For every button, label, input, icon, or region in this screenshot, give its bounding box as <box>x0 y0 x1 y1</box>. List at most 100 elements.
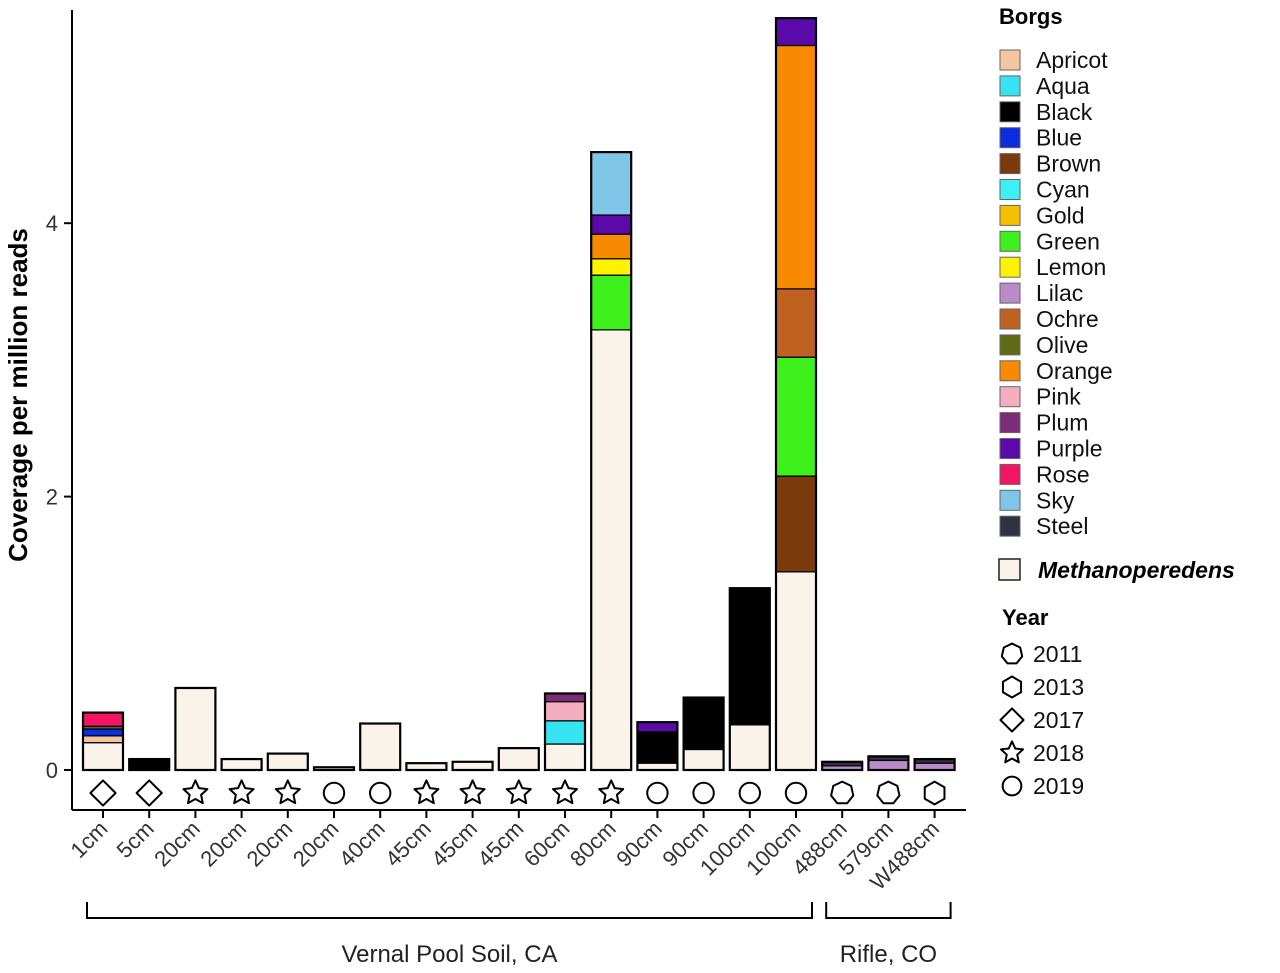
legend-swatch-rose <box>999 463 1021 485</box>
bar-segment-aqua-10 <box>544 720 586 745</box>
bar-segment-green-11 <box>590 274 632 331</box>
legend-swatch-green <box>999 230 1021 252</box>
bar-outline-9 <box>497 747 540 772</box>
bars-layer <box>81 17 956 772</box>
y-axis-label: Coverage per million reads <box>3 228 33 562</box>
year-marker-0 <box>89 779 117 807</box>
x-tick-label-6: 40cm <box>334 816 390 872</box>
bar-segment-methanoperedens-2 <box>174 687 216 771</box>
x-tick-label-9: 45cm <box>473 816 529 872</box>
legend-label-purple: Purple <box>1036 436 1102 462</box>
bar-segment-brown-15 <box>775 475 817 573</box>
bar-outline-1 <box>128 757 171 772</box>
bar-segment-methanoperedens-15 <box>775 571 817 771</box>
bar-outline-0 <box>81 711 125 772</box>
bar-outline-7 <box>405 762 448 772</box>
bar-segment-ochre-15 <box>775 288 817 358</box>
bar-outline-15 <box>774 17 818 772</box>
year-marker-16 <box>830 780 855 805</box>
group-bracket-1 <box>825 902 952 919</box>
bar-outline-6 <box>359 722 402 772</box>
legend-swatch-blue <box>999 127 1021 149</box>
group-brackets: Vernal Pool Soil, CA Rifle, CO <box>86 902 952 968</box>
bar-segment-black-14 <box>729 587 771 726</box>
legend-swatch-brown <box>999 153 1021 175</box>
bar-segment-purple-15 <box>775 17 817 47</box>
legend-label-cyan: Cyan <box>1036 177 1090 203</box>
y-tick-label-2: 2 <box>46 485 58 510</box>
bar-outline-18 <box>913 757 956 772</box>
legend-label-methanoperedens: Methanoperedens <box>1038 557 1235 583</box>
legend: Borgs ApricotAquaBlackBlueBrownCyanGoldGr… <box>998 4 1235 799</box>
legend-label-orange: Orange <box>1036 358 1113 384</box>
year-marker-13 <box>692 781 715 805</box>
bar-outline-13 <box>682 696 725 772</box>
year-markers <box>89 779 946 807</box>
legend-swatch-black <box>999 101 1021 123</box>
legend-swatch-gold <box>999 204 1021 226</box>
year-marker-15 <box>784 781 808 805</box>
x-tick-label-7: 45cm <box>380 816 436 872</box>
bar-outline-10 <box>543 692 587 772</box>
bar-segment-plum-10 <box>544 692 586 703</box>
legend-swatch-steel <box>999 515 1021 537</box>
legend-label-plum: Plum <box>1036 410 1088 436</box>
bar-outline-5 <box>312 766 356 772</box>
y-ticks: 0 2 4 <box>46 211 72 783</box>
x-tick-label-2: 20cm <box>149 816 205 872</box>
x-tick-label-0: 1cm <box>65 816 112 863</box>
year-marker-5 <box>322 781 346 805</box>
bar-segment-methanoperedens-11 <box>590 329 632 771</box>
bar-segment-methanoperedens-3 <box>221 758 263 771</box>
legend-label-green: Green <box>1036 228 1100 254</box>
bar-segment-lemon-11 <box>590 258 632 276</box>
legend-label-steel: Steel <box>1036 513 1088 539</box>
group-label-1: Rifle, CO <box>840 941 937 968</box>
bar-segment-blue-0 <box>82 728 124 737</box>
bar-segment-purple-12 <box>636 721 679 733</box>
legend-label-sky: Sky <box>1036 487 1075 513</box>
legend-year-title: Year <box>1002 605 1049 630</box>
bar-segment-apricot-0 <box>82 735 124 744</box>
legend-year-marker-2019 <box>1001 775 1023 797</box>
x-tick-label-11: 80cm <box>565 816 621 872</box>
bar-outline-3 <box>220 757 263 772</box>
legend-year-label-2017: 2017 <box>1033 707 1084 733</box>
year-marker-8 <box>459 779 486 805</box>
legend-label-apricot: Apricot <box>1036 47 1108 73</box>
bar-segment-black-12 <box>636 731 679 764</box>
bar-segment-orange-15 <box>775 44 817 290</box>
y-tick-label-0: 0 <box>46 758 58 783</box>
legend-swatch-olive <box>999 334 1021 356</box>
legend-swatch-apricot <box>999 49 1021 71</box>
bar-segment-methanoperedens-13 <box>682 748 725 771</box>
bar-segment-methanoperedens-0 <box>82 742 124 771</box>
year-marker-3 <box>228 779 255 805</box>
year-marker-12 <box>646 781 669 805</box>
x-ticks: 1cm 5cm20cm20cm20cm20cm40cm45cm45cm45cm60… <box>65 810 944 895</box>
legend-label-lemon: Lemon <box>1036 254 1106 280</box>
legend-year-marker-2018 <box>1000 740 1024 764</box>
legend-label-pink: Pink <box>1036 384 1081 410</box>
bar-outline-14 <box>728 587 771 772</box>
bar-segment-rose-0 <box>82 711 124 727</box>
bar-segment-purple-11 <box>590 214 632 235</box>
legend-label-lilac: Lilac <box>1036 280 1083 306</box>
legend-label-gold: Gold <box>1036 202 1085 228</box>
legend-year-marker-2017 <box>999 707 1025 733</box>
bar-outline-11 <box>590 151 633 772</box>
legend-swatch-methanoperedens <box>998 558 1021 581</box>
group-bracket-0 <box>86 902 813 919</box>
bar-segment-green-15 <box>775 356 817 477</box>
bar-segment-sky-11 <box>590 151 632 216</box>
x-tick-label-8: 45cm <box>426 816 482 872</box>
year-marker-6 <box>369 781 392 805</box>
bar-segment-methanoperedens-6 <box>359 722 401 771</box>
legend-year-label-2019: 2019 <box>1033 773 1084 799</box>
legend-label-olive: Olive <box>1036 332 1088 358</box>
bar-segment-methanoperedens-4 <box>267 752 309 771</box>
bar-segment-methanoperedens-14 <box>729 724 771 771</box>
legend-year-label-2013: 2013 <box>1033 674 1084 700</box>
legend-label-aqua: Aqua <box>1036 73 1090 99</box>
